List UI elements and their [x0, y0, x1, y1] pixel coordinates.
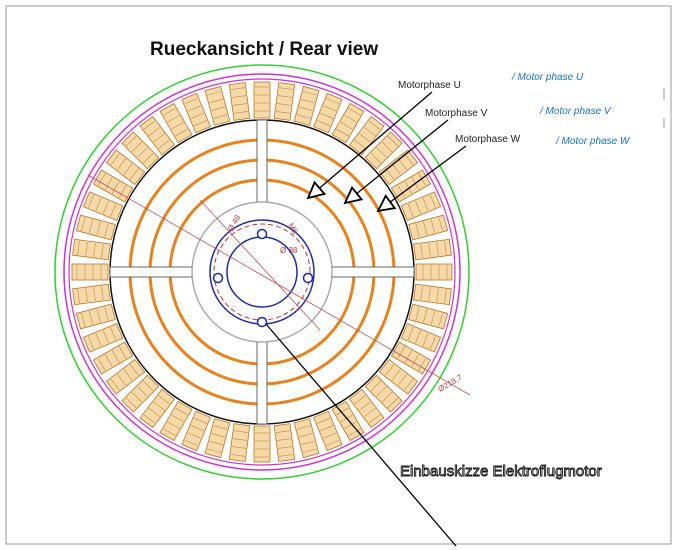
caption: Einbauskizze Elektroflugmotor [400, 463, 602, 480]
phase-translation: / Motor phase U [511, 72, 584, 83]
phase-label: Motorphase W [455, 134, 521, 145]
hole [258, 318, 267, 327]
phase-translation: / Motor phase V [539, 106, 612, 117]
coil [416, 264, 452, 280]
coil [72, 264, 108, 280]
phase-label: Motorphase V [425, 108, 488, 119]
hole [258, 230, 267, 239]
hole [304, 274, 313, 283]
phase-label: Motorphase U [398, 80, 461, 91]
coil [254, 82, 270, 118]
phase-translation: / Motor phase W [555, 136, 631, 147]
dimension-label: Ø 38 [280, 246, 298, 255]
title: Rueckansicht / Rear view [150, 39, 378, 60]
drawing: Ø218,7 Ø 48 M5 Ø 38 Rueckansicht / Rear … [0, 0, 678, 550]
coil [254, 426, 270, 462]
hole [214, 274, 223, 283]
